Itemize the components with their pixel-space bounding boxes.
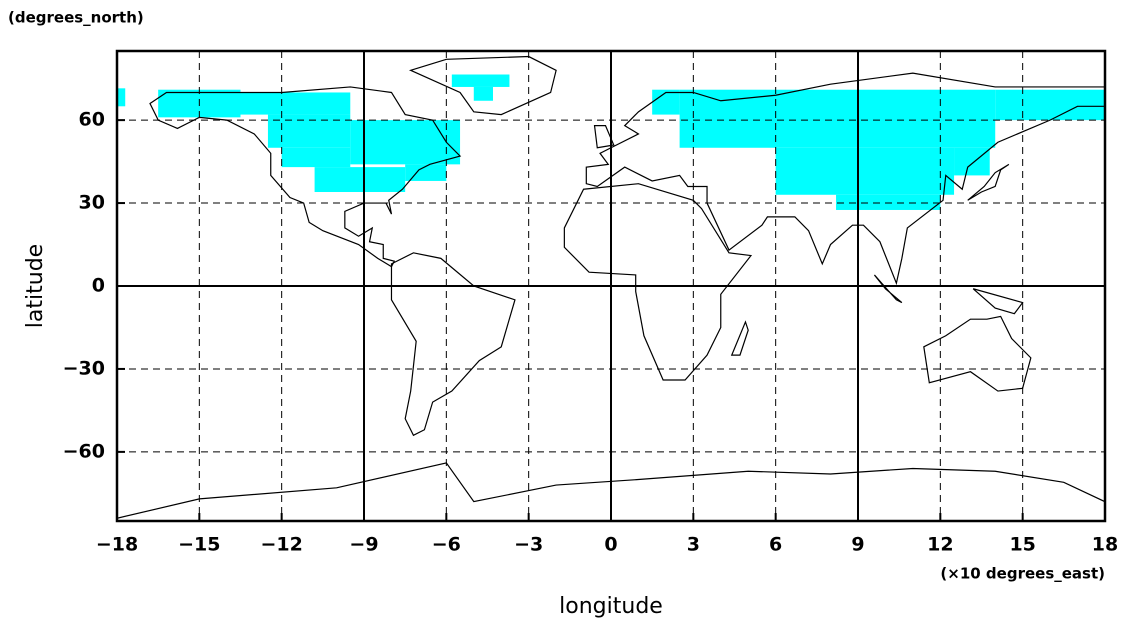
mask-cell	[652, 89, 680, 115]
y-tick-label: 60	[79, 109, 105, 131]
y-tick-label: −30	[63, 357, 105, 379]
x-axis-unit: (×10 degrees_east)	[940, 565, 1105, 583]
x-tick-label: 18	[1092, 534, 1118, 556]
x-tick-label: 9	[851, 534, 864, 556]
y-axis-label: latitude	[23, 244, 48, 328]
mask-cell	[451, 74, 510, 87]
x-tick-label: 3	[687, 534, 700, 556]
x-tick-label: 15	[1009, 534, 1035, 556]
y-tick-label: 30	[79, 192, 105, 214]
mask-cell	[267, 114, 351, 148]
mask-cell	[954, 147, 990, 176]
mask-cell	[405, 164, 447, 181]
y-tick-label: −60	[63, 440, 105, 462]
x-tick-label: −15	[178, 534, 220, 556]
x-tick-label: −3	[514, 534, 543, 556]
mask-cell	[836, 194, 941, 210]
mask-cell	[314, 167, 406, 192]
mask-cell	[775, 147, 955, 195]
mask-cell	[473, 86, 493, 101]
plot-frame	[115, 49, 1107, 523]
x-tick-label: −12	[260, 534, 302, 556]
mask-cell	[240, 92, 351, 115]
coastlines	[117, 57, 1105, 519]
x-axis-label: longitude	[559, 594, 663, 619]
x-tick-label: 12	[927, 534, 953, 556]
x-tick-label: −9	[349, 534, 378, 556]
y-axis-unit: (degrees_north)	[8, 9, 144, 27]
mask-cell	[995, 89, 1105, 121]
x-tick-label: 0	[604, 534, 617, 556]
mask-cell	[679, 89, 996, 148]
x-tick-label: −18	[96, 534, 138, 556]
y-tick-label: 0	[92, 275, 105, 297]
mask-cell	[281, 147, 351, 168]
x-tick-label: −6	[432, 534, 461, 556]
mask-cell	[117, 88, 126, 107]
x-tick-label: 6	[769, 534, 782, 556]
mask-cell	[350, 120, 461, 165]
